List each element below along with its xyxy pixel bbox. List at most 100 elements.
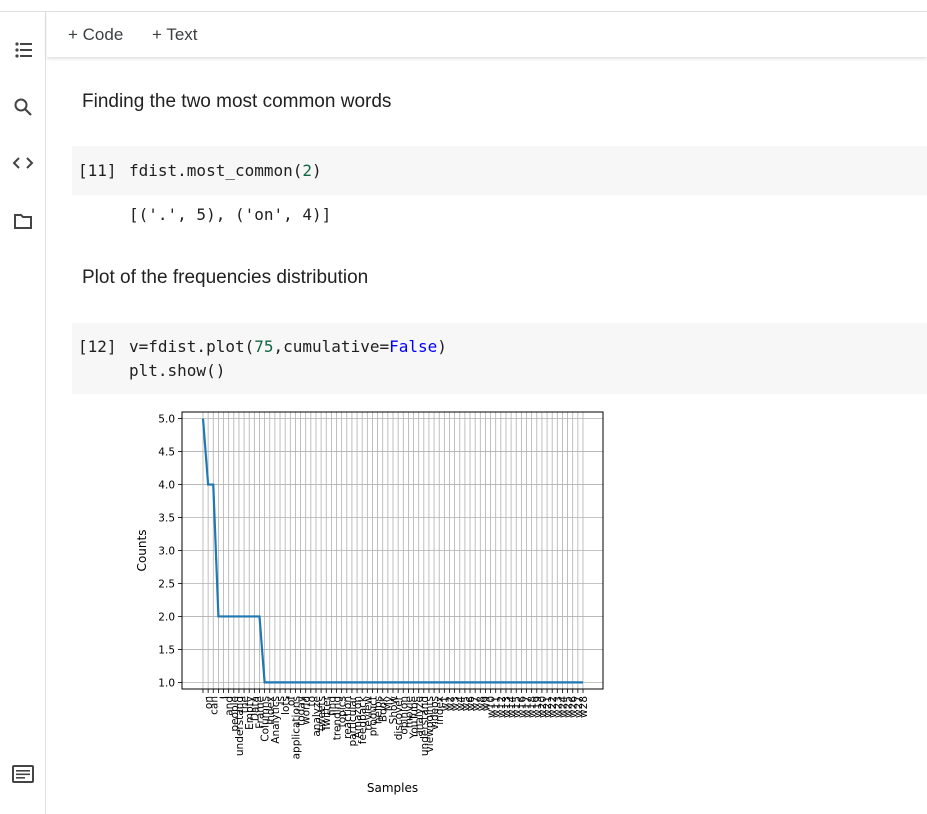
x-tick-label: analyze xyxy=(414,696,426,737)
x-tick-label: opinion xyxy=(398,696,410,735)
x-tick-label: . xyxy=(198,696,210,699)
cell-11-output: [('.', 5), ('on', 4)] xyxy=(129,205,332,224)
x-tick-label: w13 xyxy=(501,696,513,718)
x-tick-label: today xyxy=(296,696,308,726)
code-line[interactable]: fdist.most_common(2) xyxy=(129,161,322,180)
files-icon[interactable] xyxy=(11,209,35,233)
x-tick-label: review xyxy=(362,696,374,731)
text-cell-heading-plot[interactable]: Plot of the frequencies distribution xyxy=(82,267,369,288)
x-tick-label: Index xyxy=(265,696,277,725)
x-tick-label: w2 xyxy=(444,696,456,711)
code-text: fdist.most_common( xyxy=(129,161,303,180)
add-text-button[interactable]: + Text xyxy=(152,25,198,44)
x-tick-label: analyze xyxy=(311,696,323,737)
x-tick-label: reaction xyxy=(342,696,354,739)
x-tick-label: w9 xyxy=(480,696,492,711)
x-tick-label: tweets xyxy=(316,696,328,731)
code-number: 2 xyxy=(302,161,313,180)
code-number: 75 xyxy=(254,337,274,356)
x-tick-label: w10 xyxy=(486,696,498,718)
x-tick-label: w25 xyxy=(563,696,575,718)
x-tick-label: understand xyxy=(234,696,246,756)
text-cell-heading-most-common[interactable]: Finding the two most common words xyxy=(82,91,392,112)
x-tick-label: Data xyxy=(249,696,261,721)
x-tick-label: Show xyxy=(388,696,400,725)
table-of-contents-icon[interactable] xyxy=(11,38,35,62)
x-tick-label: movie xyxy=(403,696,415,728)
execution-count: [11] xyxy=(78,161,117,180)
x-tick-label: product xyxy=(367,696,379,736)
x-tick-label: applications xyxy=(290,696,302,759)
x-tick-label: videos xyxy=(429,696,441,730)
code-text: ) xyxy=(312,161,322,180)
x-tick-label: w3 xyxy=(450,696,462,711)
x-tick-label: YouTube xyxy=(409,696,421,740)
code-keyword: False xyxy=(389,337,438,356)
x-tick-label: I xyxy=(219,696,231,699)
x-tick-label: w12 xyxy=(496,696,508,718)
x-tick-label: index xyxy=(434,696,446,725)
terminal-icon[interactable] xyxy=(11,762,35,786)
x-tick-label: w16 xyxy=(516,696,528,718)
y-tick-label: 4.0 xyxy=(158,480,175,492)
x-tick-label: Frame xyxy=(254,696,266,729)
y-tick-label: 5.0 xyxy=(158,414,175,426)
x-tick-label: to xyxy=(306,696,318,707)
x-tick-label: w1 xyxy=(439,696,451,711)
x-tick-label: , xyxy=(213,696,225,699)
execution-count: [12] xyxy=(78,337,117,356)
x-tick-label: Empty xyxy=(244,696,256,730)
code-cell-12[interactable]: [12] v=fdist.plot(75,cumulative=False) p… xyxy=(72,323,927,394)
y-tick-label: 2.5 xyxy=(158,578,175,590)
y-axis-label: Counts xyxy=(135,530,149,572)
x-tick-label: is xyxy=(275,696,287,704)
x-tick-label: find xyxy=(326,696,338,716)
x-tick-label: w26 xyxy=(568,696,580,718)
x-tick-label: Columns xyxy=(260,696,272,742)
x-tick-label: w7 xyxy=(470,696,482,711)
frequency-distribution-plot: 1.0 1.5 2.0 2.5 3.0 3.5 4.0 4.5 5.0.oncan,Iandpe… xyxy=(135,411,604,795)
x-tick-label: people xyxy=(229,696,241,732)
x-tick-label: My xyxy=(383,696,395,711)
code-line-2[interactable]: plt.show() xyxy=(129,361,226,380)
x-tick-label: w21 xyxy=(542,696,554,718)
add-code-button[interactable]: + Code xyxy=(68,25,124,44)
x-tick-label: w23 xyxy=(552,696,564,718)
x-tick-label: particular xyxy=(347,695,359,746)
x-tick-label: Analytics xyxy=(270,696,282,744)
x-tick-label: w20 xyxy=(537,696,549,718)
code-line-1[interactable]: v=fdist.plot(75,cumulative=False) xyxy=(129,337,447,356)
code-text: ) xyxy=(437,337,447,356)
x-tick-label: w19 xyxy=(532,696,544,718)
x-axis-label: Samples xyxy=(367,781,418,795)
plot-frame xyxy=(181,411,604,690)
x-tick-label: topics xyxy=(337,696,349,727)
x-tick-label: w14 xyxy=(506,696,518,718)
y-tick-label: 3.0 xyxy=(158,546,175,558)
x-tick-label: Twitter xyxy=(321,695,333,732)
code-text: ,cumulative= xyxy=(273,337,390,356)
search-icon[interactable] xyxy=(11,95,35,119)
x-tick-label: of xyxy=(285,696,297,706)
x-tick-label: Amazon xyxy=(352,696,364,738)
x-tick-label: w24 xyxy=(557,696,569,718)
x-tick-label: w27 xyxy=(573,696,585,718)
x-tick-label: w17 xyxy=(522,696,534,718)
code-snippets-icon[interactable] xyxy=(11,151,35,175)
x-tick-label: feedback xyxy=(357,695,369,744)
x-tick-label: w28 xyxy=(578,696,590,718)
x-tick-label: helps xyxy=(373,696,385,724)
x-tick-label: on xyxy=(203,696,215,709)
code-cell-11[interactable]: [11] fdist.most_common(2) xyxy=(72,146,927,195)
x-tick-label: the xyxy=(239,696,251,713)
x-tick-label: discover xyxy=(393,695,405,740)
x-tick-label: w4 xyxy=(455,696,467,712)
code-text: v=fdist.plot( xyxy=(129,337,255,356)
x-tick-label: understand xyxy=(419,696,431,756)
x-tick-label: Book xyxy=(378,695,390,722)
x-tick-label: world xyxy=(301,696,313,725)
y-tick-label: 1.0 xyxy=(158,677,175,689)
x-tick-label: trending xyxy=(332,696,344,740)
notebook-toolbar: + Code + Text xyxy=(47,12,927,57)
x-tick-label: lots xyxy=(280,696,292,715)
